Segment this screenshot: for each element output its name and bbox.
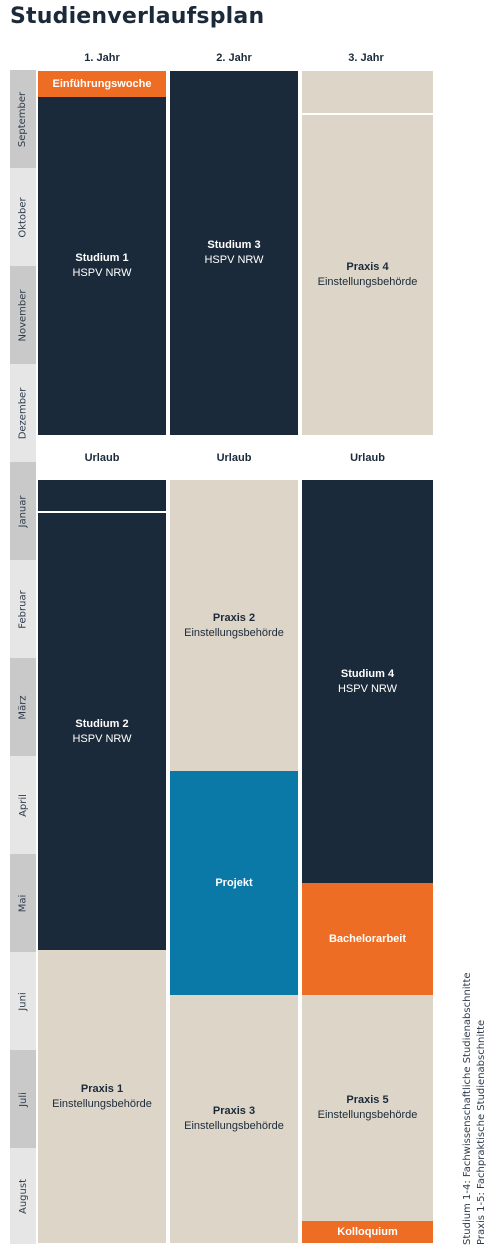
studium-3-block: Studium 3 HSPV NRW — [170, 71, 298, 435]
projekt-name: Projekt — [215, 876, 253, 889]
projekt-block: Projekt — [170, 771, 298, 995]
studium-4-sub: HSPV NRW — [337, 682, 398, 695]
month-januar: Januar — [10, 462, 36, 560]
page-title: Studienverlaufsplan — [10, 4, 265, 29]
month-oktober: Oktober — [10, 168, 36, 266]
praxis-2-block: Praxis 2 Einstellungsbehörde — [170, 480, 298, 771]
urlaub-label-1: Urlaub — [84, 452, 120, 464]
studium-4-name: Studium 4 — [340, 667, 395, 680]
studium-4-block: Studium 4 HSPV NRW — [302, 480, 433, 883]
month-maerz: März — [10, 658, 36, 756]
divider — [38, 511, 166, 513]
month-august: August — [10, 1148, 36, 1244]
praxis-2-name: Praxis 2 — [212, 611, 256, 624]
praxis-5-sub: Einstellungsbehörde — [317, 1109, 418, 1121]
month-juli: Juli — [10, 1050, 36, 1148]
praxis-1-name: Praxis 1 — [80, 1082, 124, 1095]
month-februar: Februar — [10, 560, 36, 658]
studium-1-name: Studium 1 — [75, 252, 129, 264]
kolloquium-block: Kolloquium — [302, 1221, 433, 1243]
legend: Studium 1-4: Fachwissenschaftliche Studi… — [461, 905, 489, 1245]
month-juni: Juni — [10, 952, 36, 1050]
legend-studium: Studium 1-4: Fachwissenschaftliche Studi… — [462, 972, 473, 1245]
month-mai: Mai — [10, 854, 36, 952]
legend-praxis: Praxis 1-5: Fachpraktische Studienabschn… — [476, 1019, 487, 1245]
studium-3-name: Studium 3 — [207, 239, 261, 251]
einfuehrungswoche-label: Einführungswoche — [52, 78, 152, 90]
divider — [302, 113, 433, 115]
month-april: April — [10, 756, 36, 854]
praxis-5-block: Praxis 5 Einstellungsbehörde — [302, 995, 433, 1221]
urlaub-label-3: Urlaub — [350, 452, 385, 464]
praxis-3-sub: Einstellungsbehörde — [184, 1120, 284, 1132]
month-september: September — [10, 70, 36, 168]
praxis-4-name: Praxis 4 — [346, 261, 389, 273]
bachelorarbeit-name: Bachelorarbeit — [328, 932, 407, 945]
month-dezember: Dezember — [10, 364, 36, 462]
praxis-3-name: Praxis 3 — [212, 1105, 256, 1117]
month-november: November — [10, 266, 36, 364]
praxis-4-start-block — [302, 71, 433, 113]
year-header-2: 2. Jahr — [216, 52, 252, 64]
year-header-1: 1. Jahr — [84, 52, 120, 64]
studium-2-start-block — [38, 480, 166, 511]
praxis-1-block: Praxis 1 Einstellungsbehörde — [38, 950, 166, 1243]
studium-2-block: Studium 2 HSPV NRW — [38, 513, 166, 950]
praxis-1-sub: Einstellungsbehörde — [52, 1097, 152, 1110]
einfuehrungswoche-block: Einführungswoche — [38, 71, 166, 97]
praxis-4-block: Praxis 4 Einstellungsbehörde — [302, 115, 433, 435]
urlaub-label-2: Urlaub — [216, 452, 252, 464]
praxis-3-block: Praxis 3 Einstellungsbehörde — [170, 995, 298, 1243]
kolloquium-name: Kolloquium — [337, 1226, 398, 1238]
praxis-5-name: Praxis 5 — [346, 1094, 389, 1106]
studium-1-sub: HSPV NRW — [72, 267, 132, 279]
year-header-3: 3. Jahr — [348, 52, 384, 64]
studium-2-sub: HSPV NRW — [72, 732, 132, 745]
studium-3-sub: HSPV NRW — [204, 254, 264, 266]
studium-1-block: Studium 1 HSPV NRW — [38, 97, 166, 435]
studium-2-name: Studium 2 — [75, 717, 129, 730]
bachelorarbeit-block: Bachelorarbeit — [302, 883, 433, 995]
praxis-2-sub: Einstellungsbehörde — [184, 626, 284, 639]
praxis-4-sub: Einstellungsbehörde — [317, 276, 418, 288]
